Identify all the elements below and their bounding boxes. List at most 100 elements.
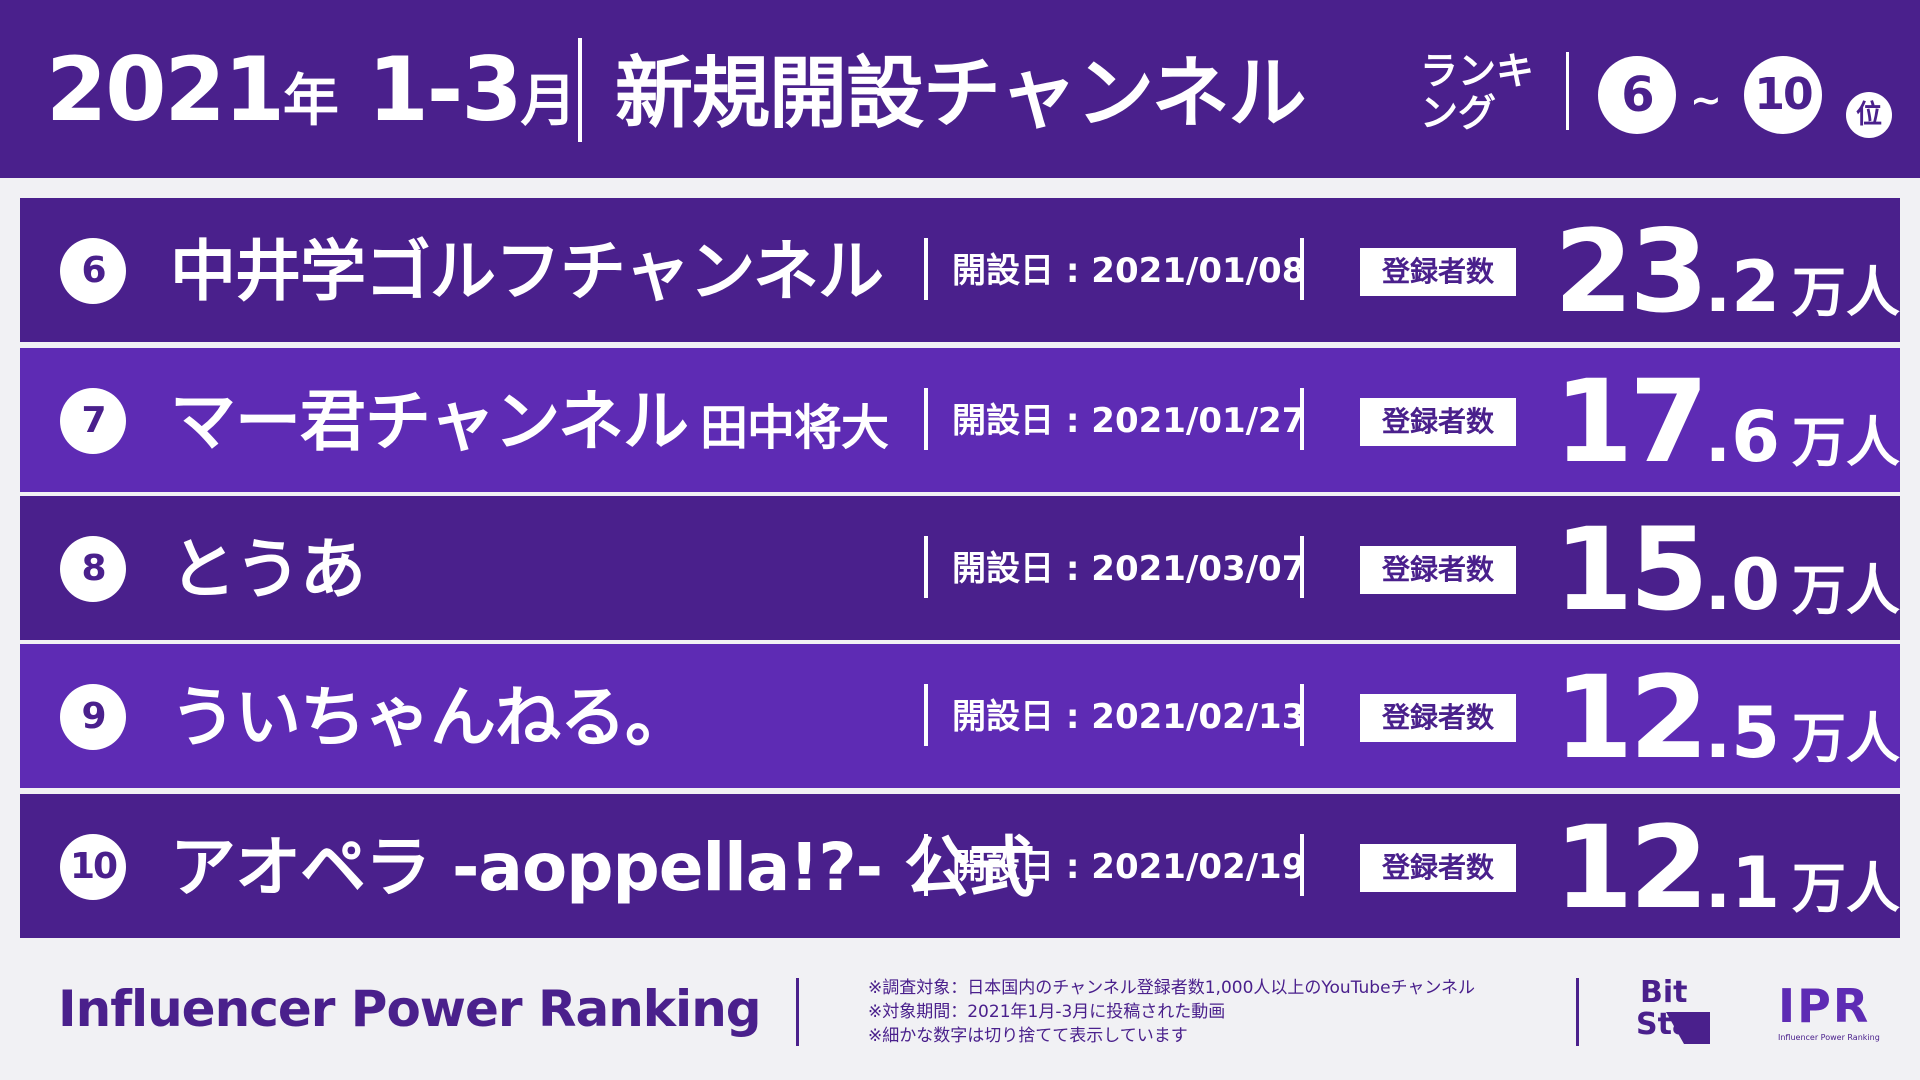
header-period: 2021年 1-3月: [46, 40, 577, 152]
ranking-row: 9 ういちゃんねる。 開設日 : 2021/02/13 登録者数 12.5 万人: [20, 644, 1900, 788]
bitstar-logo: Bit Star: [1636, 975, 1710, 1044]
bitstar-logo-line1: Bit: [1640, 975, 1688, 1010]
ipr-logo-text: IPR: [1778, 979, 1870, 1033]
subscriber-badge: 登録者数: [1360, 546, 1516, 594]
row-divider-right: [1300, 834, 1304, 896]
subscriber-count-dec: .0: [1704, 544, 1780, 626]
open-date-label: 開設日 :: [952, 549, 1080, 589]
subscriber-unit: 万人: [1791, 707, 1900, 770]
footer-divider: [796, 978, 799, 1046]
channel-name-text: アオペラ -aoppella!?- 公式: [170, 829, 1035, 906]
channel-name-text: 中井学ゴルフチャンネル: [170, 233, 884, 310]
channel-name: アオペラ -aoppella!?- 公式: [170, 828, 1035, 908]
header-title: 新規開設チャンネル: [615, 49, 1307, 139]
subscriber-count: 17.6 万人: [1554, 362, 1900, 516]
row-divider-right: [1300, 388, 1304, 450]
footer-notes: ※調査対象：日本国内のチャンネル登録者数1,000人以上のYouTubeチャンネ…: [868, 976, 1475, 1048]
range-end-badge: 10: [1744, 56, 1822, 134]
range-start-badge: 6: [1598, 56, 1676, 134]
subscriber-badge: 登録者数: [1360, 844, 1516, 892]
subscriber-count-int: 15: [1554, 503, 1709, 636]
open-date-label: 開設日 :: [952, 847, 1080, 887]
open-date: 開設日 : 2021/01/27: [952, 400, 1305, 442]
subscriber-count-dec: .1: [1704, 842, 1780, 924]
header-months-suffix: 月: [520, 69, 577, 134]
ipr-logo: IPR Influencer Power Ranking: [1778, 979, 1880, 1042]
open-date-label: 開設日 :: [952, 697, 1080, 737]
channel-name: ういちゃんねる。: [170, 678, 691, 758]
open-date: 開設日 : 2021/02/13: [952, 696, 1305, 738]
row-divider-left: [924, 238, 928, 300]
ranking-row: 7 マー君チャンネル 田中将大 開設日 : 2021/01/27 登録者数 17.…: [20, 348, 1900, 492]
subscriber-count-dec: .6: [1704, 396, 1780, 478]
channel-name-extra: 田中将大: [700, 400, 889, 456]
rank-badge: 9: [60, 684, 126, 750]
subscriber-count-int: 12: [1554, 801, 1709, 934]
open-date-value: 2021/01/08: [1091, 251, 1306, 291]
row-divider-right: [1300, 536, 1304, 598]
ranking-row: 8 とうあ 開設日 : 2021/03/07 登録者数 15.0 万人: [20, 496, 1900, 640]
channel-name-text: マー君チャンネル: [170, 383, 689, 460]
open-date-label: 開設日 :: [952, 251, 1080, 291]
header-divider: [578, 38, 582, 142]
bitstar-logo-line2: Star: [1636, 1007, 1707, 1042]
header-banner: 2021年 1-3月 新規開設チャンネル ランキング 6 ~ 10 位: [0, 0, 1920, 178]
rank-badge: 8: [60, 536, 126, 602]
footer-note: ※細かな数字は切り捨てて表示しています: [868, 1026, 1188, 1046]
ipr-logo-subtext: Influencer Power Ranking: [1778, 1033, 1880, 1042]
row-divider-right: [1300, 684, 1304, 746]
subscriber-count-int: 12: [1554, 651, 1709, 784]
subscriber-unit: 万人: [1791, 411, 1900, 474]
subscriber-count: 15.0 万人: [1554, 510, 1900, 664]
bitstar-logo-shape: [1666, 1012, 1710, 1044]
row-divider-left: [924, 834, 928, 896]
open-date-label: 開設日 :: [952, 401, 1080, 441]
footer-title: Influencer Power Ranking: [58, 980, 762, 1038]
open-date: 開設日 : 2021/03/07: [952, 548, 1305, 590]
open-date-value: 2021/02/19: [1091, 847, 1306, 887]
subscriber-badge: 登録者数: [1360, 694, 1516, 742]
subscriber-count-int: 17: [1554, 355, 1709, 488]
footer-note: ※調査対象：日本国内のチャンネル登録者数1,000人以上のYouTubeチャンネ…: [868, 978, 1476, 998]
row-divider-left: [924, 536, 928, 598]
header-year: 2021: [46, 38, 285, 141]
row-divider-left: [924, 684, 928, 746]
subscriber-count-dec: .5: [1704, 692, 1780, 774]
open-date-value: 2021/02/13: [1091, 697, 1306, 737]
channel-name: 中井学ゴルフチャンネル: [170, 232, 884, 312]
range-suffix-badge: 位: [1846, 92, 1892, 138]
ranking-row: 10 アオペラ -aoppella!?- 公式 開設日 : 2021/02/19…: [20, 794, 1900, 938]
channel-name: とうあ: [170, 530, 366, 610]
header-year-suffix: 年: [282, 69, 339, 134]
subscriber-unit: 万人: [1791, 559, 1900, 622]
ranking-row: 6 中井学ゴルフチャンネル 開設日 : 2021/01/08 登録者数 23.2…: [20, 198, 1900, 342]
range-separator: ~: [1690, 78, 1722, 122]
open-date-value: 2021/01/27: [1091, 401, 1306, 441]
header-divider-2: [1566, 52, 1569, 130]
footer-divider-2: [1576, 978, 1579, 1046]
subscriber-count: 23.2 万人: [1554, 212, 1900, 366]
subscriber-count-dec: .2: [1704, 246, 1780, 328]
rank-badge: 7: [60, 388, 126, 454]
channel-name-text: ういちゃんねる。: [170, 679, 691, 756]
subscriber-unit: 万人: [1791, 857, 1900, 920]
rank-badge: 6: [60, 238, 126, 304]
subscriber-badge: 登録者数: [1360, 398, 1516, 446]
subscriber-unit: 万人: [1791, 261, 1900, 324]
open-date: 開設日 : 2021/02/19: [952, 846, 1305, 888]
header-subtitle: ランキング: [1420, 49, 1535, 135]
footer-note: ※対象期間：2021年1月-3月に投稿された動画: [868, 1002, 1226, 1022]
open-date-value: 2021/03/07: [1091, 549, 1306, 589]
row-divider-right: [1300, 238, 1304, 300]
ranking-list: 6 中井学ゴルフチャンネル 開設日 : 2021/01/08 登録者数 23.2…: [20, 198, 1900, 938]
subscriber-count-int: 23: [1554, 205, 1709, 338]
subscriber-count: 12.1 万人: [1554, 808, 1900, 962]
open-date: 開設日 : 2021/01/08: [952, 250, 1305, 292]
header-months: 1-3: [367, 38, 523, 141]
channel-name: マー君チャンネル 田中将大: [170, 382, 889, 468]
row-divider-left: [924, 388, 928, 450]
rank-badge: 10: [60, 834, 126, 900]
subscriber-badge: 登録者数: [1360, 248, 1516, 296]
channel-name-text: とうあ: [170, 531, 366, 608]
subscriber-count: 12.5 万人: [1554, 658, 1900, 812]
